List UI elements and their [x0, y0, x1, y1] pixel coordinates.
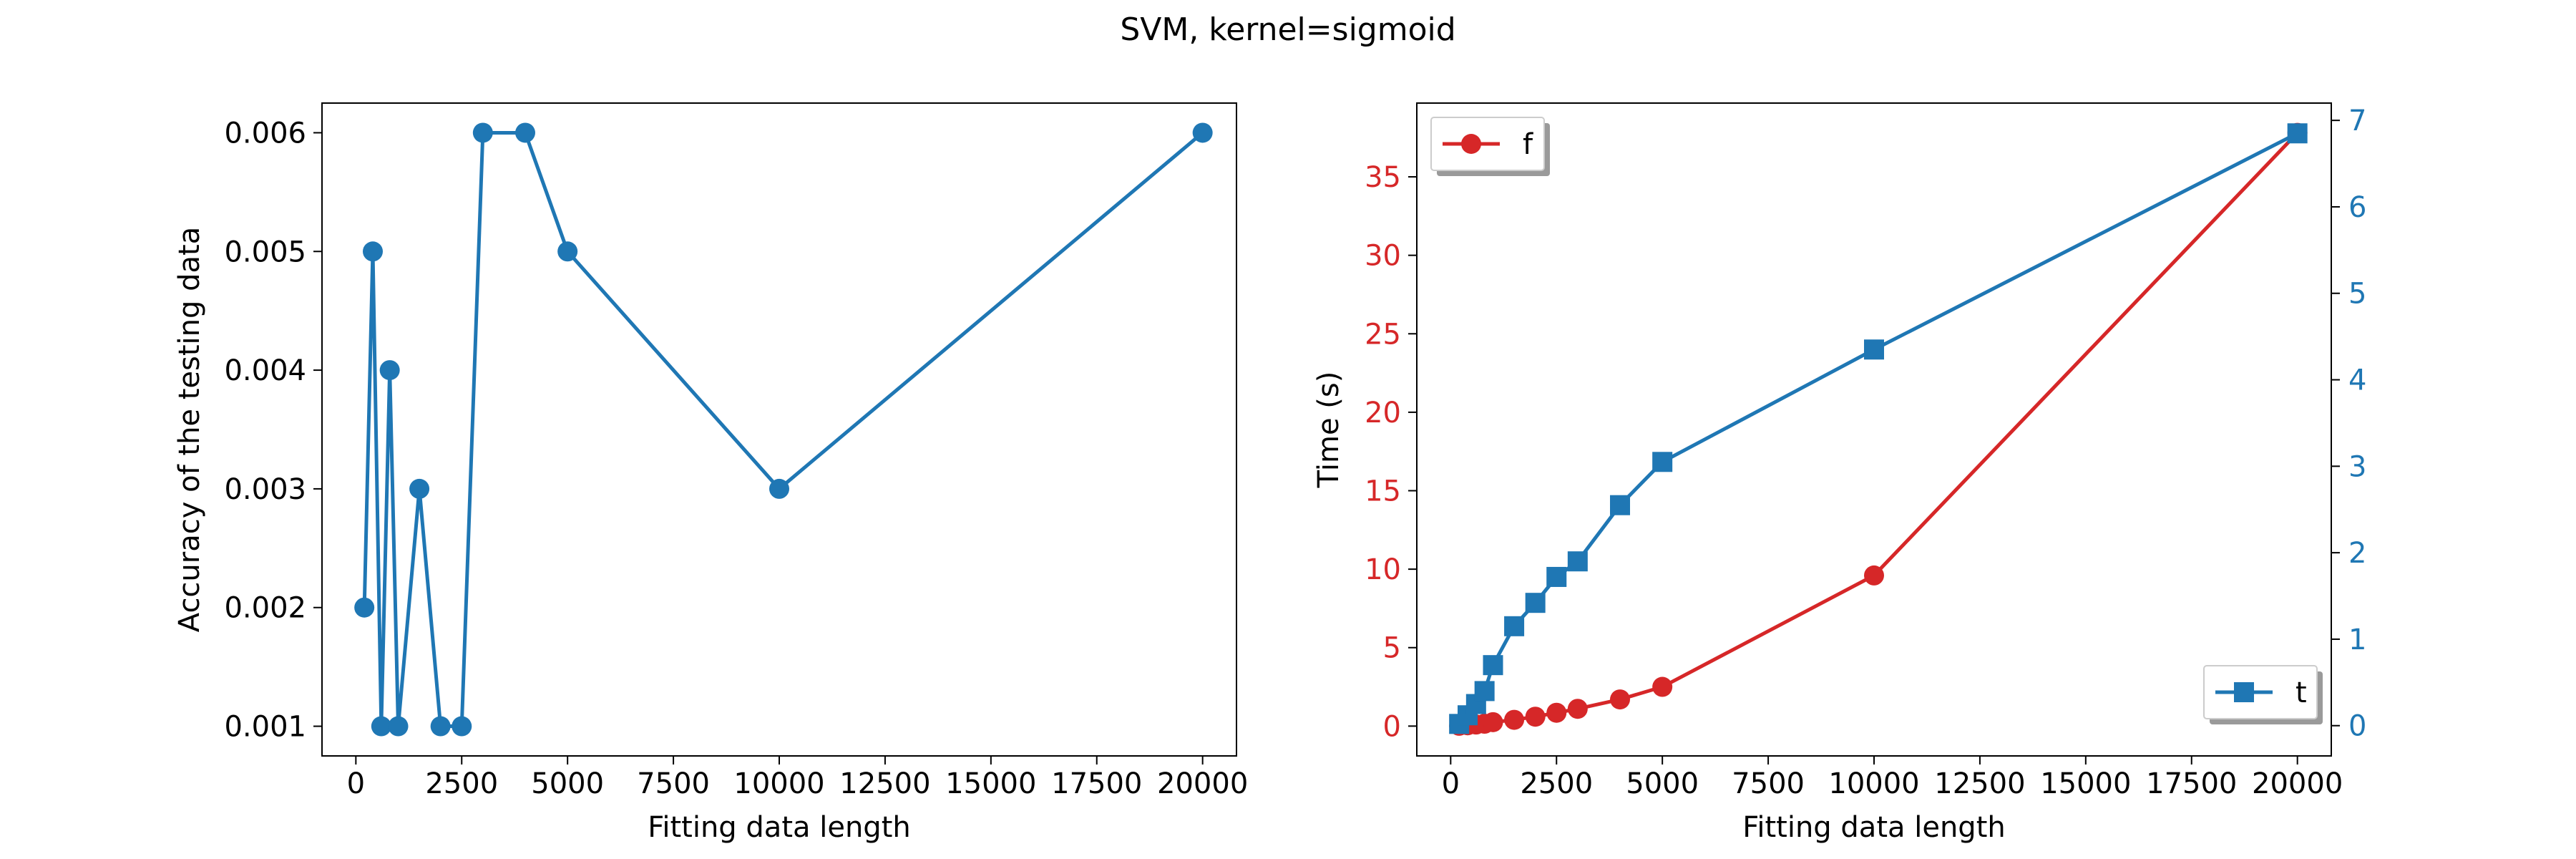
- x-tick-label: 12500: [1934, 767, 2025, 800]
- x-tick-label: 17500: [2146, 767, 2237, 800]
- figure-title: SVM, kernel=sigmoid: [1120, 11, 1455, 48]
- series-f-point: [1610, 689, 1630, 710]
- series-t-point: [1610, 495, 1630, 515]
- series-t-point: [1483, 655, 1503, 676]
- accuracy-data-point: [769, 478, 789, 499]
- x-tick-label: 5000: [1626, 767, 1699, 800]
- accuracy-data-point: [409, 478, 430, 499]
- legend-label: f: [1523, 128, 1533, 161]
- y-right-tick-label: 7: [2348, 105, 2366, 137]
- legend-marker: [1461, 134, 1481, 154]
- legend-t: t: [2203, 665, 2323, 724]
- x-tick-label: 20000: [2252, 767, 2343, 800]
- x-tick-label: 10000: [733, 767, 824, 800]
- series-t-point: [2287, 123, 2308, 144]
- y-right-tick-label: 5: [2348, 278, 2366, 311]
- x-tick-label: 10000: [1828, 767, 1919, 800]
- y-right-tick-label: 3: [2348, 450, 2366, 483]
- y-axis-label: Accuracy of the testing data: [173, 227, 206, 632]
- y-left-tick-label: 25: [1365, 318, 1401, 351]
- x-axis-label: Fitting data length: [1742, 811, 2005, 844]
- legend-marker: [2234, 682, 2254, 702]
- series-f-point: [1567, 699, 1588, 719]
- x-tick-label: 15000: [2040, 767, 2131, 800]
- y-tick-label: 0.001: [224, 711, 306, 744]
- x-tick-label: 12500: [839, 767, 930, 800]
- accuracy-data-point: [371, 716, 391, 737]
- y-right-tick-label: 1: [2348, 623, 2366, 656]
- legend-f: f: [1430, 117, 1550, 176]
- series-f-point: [1525, 707, 1546, 727]
- y-right-tick-label: 6: [2348, 191, 2366, 224]
- series-t-point: [1864, 339, 1884, 360]
- y-left-tick-label: 5: [1383, 632, 1401, 665]
- x-tick-label: 2500: [425, 767, 498, 800]
- y-left-tick-label: 0: [1383, 710, 1401, 743]
- series-f-point: [1504, 709, 1525, 730]
- accuracy-data-point: [354, 597, 375, 618]
- x-axis-label: Fitting data length: [648, 811, 910, 844]
- series-t-point: [1567, 551, 1588, 572]
- plot-frame: [1416, 102, 2332, 757]
- accuracy-data-point: [388, 716, 409, 737]
- series-t-point: [1546, 566, 1567, 587]
- accuracy-data-point: [363, 241, 383, 262]
- series-f-point: [1652, 676, 1673, 697]
- x-tick-label: 15000: [945, 767, 1036, 800]
- accuracy-data-point: [1192, 122, 1213, 143]
- accuracy-chart: 0.001 0.002 0.003 0.004 0.005 0.006 0 2500 5000 7…: [173, 102, 1248, 844]
- x-tick-label: 17500: [1051, 767, 1142, 800]
- accuracy-data-point: [430, 716, 451, 737]
- x-tick-label: 7500: [1732, 767, 1805, 800]
- y-left-tick-label: 15: [1365, 475, 1401, 508]
- y-right-tick-label: 2: [2348, 537, 2366, 570]
- x-tick-label: 5000: [531, 767, 604, 800]
- y-tick-label: 0.002: [224, 592, 306, 625]
- y-tick-label: 0.006: [224, 117, 306, 150]
- series-f-point: [1546, 702, 1567, 723]
- y-axis-label: Time (s): [1312, 372, 1345, 489]
- series-t-point: [1474, 681, 1495, 702]
- y-left-tick-label: 30: [1365, 240, 1401, 273]
- accuracy-data-point: [472, 122, 493, 143]
- time-chart: 0 5 10 15 20 25 30 35 0 1 2 3 4 5 6 7 0 2500 5000 7500 10000…: [1312, 102, 2366, 844]
- x-tick-label: 0: [347, 767, 365, 800]
- series-t-point: [1504, 616, 1525, 636]
- y-tick-label: 0.005: [224, 236, 306, 268]
- accuracy-data-point: [379, 360, 400, 381]
- series-t-point: [1652, 452, 1673, 472]
- x-tick-label: 7500: [637, 767, 710, 800]
- y-tick-label: 0.003: [224, 473, 306, 506]
- y-left-tick-label: 35: [1365, 161, 1401, 194]
- y-tick-label: 0.004: [224, 354, 306, 387]
- accuracy-data-point: [452, 716, 472, 737]
- y-left-tick-label: 10: [1365, 553, 1401, 586]
- y-right-tick-label: 4: [2348, 364, 2366, 397]
- series-f-point: [1483, 712, 1503, 732]
- x-tick-label: 0: [1442, 767, 1460, 800]
- legend-label: t: [2296, 676, 2307, 709]
- y-right-tick-label: 0: [2348, 710, 2366, 743]
- plot-frame: [321, 102, 1237, 757]
- accuracy-data-point: [557, 241, 578, 262]
- series-f-point: [1864, 565, 1884, 586]
- series-t-point: [1525, 593, 1546, 613]
- x-tick-label: 2500: [1520, 767, 1593, 800]
- x-tick-label: 20000: [1157, 767, 1248, 800]
- accuracy-data-point: [515, 122, 535, 143]
- y-left-tick-label: 20: [1365, 397, 1401, 430]
